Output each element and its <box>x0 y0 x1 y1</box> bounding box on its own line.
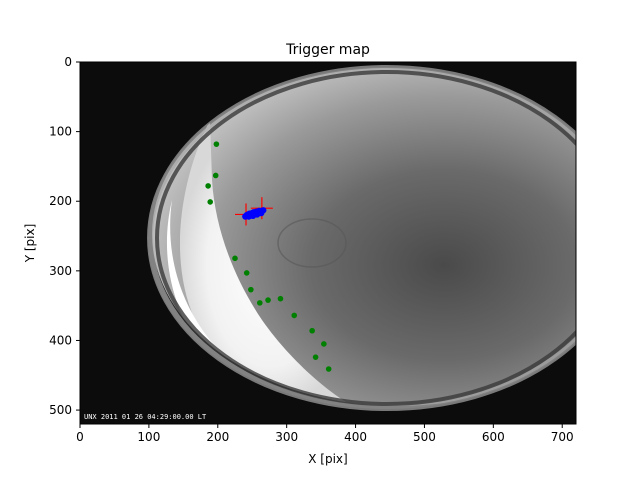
chart-title: Trigger map <box>285 42 370 58</box>
green-trigger-point <box>325 366 332 372</box>
green-trigger-point <box>248 286 254 293</box>
x-axis: 0 100 200 300 400 500 600 700 <box>76 424 574 444</box>
y-tick-label: 200 <box>49 194 72 208</box>
x-axis-label: X [pix] <box>308 452 347 466</box>
y-tick-label: 300 <box>49 264 72 278</box>
green-trigger-point <box>207 199 213 205</box>
y-tick-label: 400 <box>49 333 72 347</box>
x-tick-label: 700 <box>551 430 574 444</box>
green-trigger-point <box>232 255 238 262</box>
x-tick-label: 100 <box>137 430 160 444</box>
green-trigger-point <box>277 295 284 302</box>
y-tick-label: 500 <box>49 403 72 417</box>
x-tick-label: 400 <box>344 430 367 444</box>
plot-frame <box>79 61 577 425</box>
y-axis-label: Y [pix] <box>23 224 37 264</box>
y-tick-label: 100 <box>49 125 72 139</box>
y-axis: 0 100 200 300 400 500 <box>49 55 80 417</box>
x-tick-label: 600 <box>482 430 505 444</box>
data-marks <box>205 141 332 372</box>
image-timestamp: UNX 2011 01 26 04:29:00.00 LT <box>84 413 207 421</box>
y-tick-label: 0 <box>64 55 72 69</box>
green-trigger-point <box>309 327 315 334</box>
green-trigger-point <box>212 172 219 179</box>
blue-trigger-point <box>257 209 265 217</box>
green-trigger-point <box>321 341 327 347</box>
x-tick-label: 0 <box>76 430 84 444</box>
green-trigger-point <box>291 312 298 319</box>
x-tick-label: 500 <box>413 430 436 444</box>
green-trigger-point <box>257 300 263 306</box>
green-trigger-point <box>243 270 250 276</box>
green-trigger-point <box>213 141 220 147</box>
x-tick-label: 300 <box>275 430 298 444</box>
green-trigger-point <box>265 297 271 303</box>
x-tick-label: 200 <box>206 430 229 444</box>
green-trigger-point <box>205 183 211 189</box>
sky-image: UNX 2011 01 26 04:29:00.00 LT <box>80 62 576 424</box>
green-trigger-point <box>312 354 319 360</box>
